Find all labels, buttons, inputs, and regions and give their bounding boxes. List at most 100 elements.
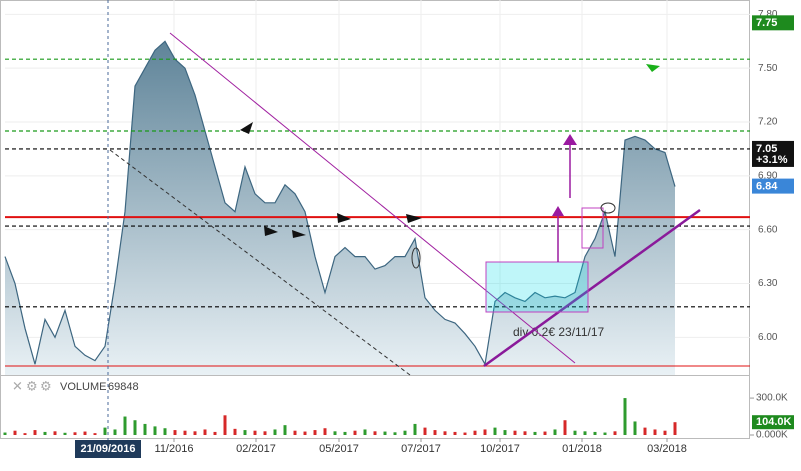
settings-icon[interactable]: ⚙ <box>26 378 38 393</box>
volume-bar <box>223 415 227 435</box>
marker-arrow <box>292 230 306 238</box>
price-marker-box <box>752 178 794 194</box>
volume-bar <box>83 431 87 435</box>
y-tick-label: 6.90 <box>758 170 778 181</box>
volume-bar <box>503 430 507 435</box>
y-tick-label: 7.80 <box>758 9 778 20</box>
volume-bar <box>253 430 257 435</box>
volume-bar <box>613 431 617 435</box>
x-tick-label: 11/2016 <box>155 443 194 455</box>
volume-title: VOLUME <box>60 381 106 393</box>
volume-bar <box>673 422 677 435</box>
y-tick-label: 6.30 <box>758 278 778 289</box>
frame <box>0 0 750 439</box>
volume-bar <box>623 398 627 435</box>
volume-bar <box>653 429 657 435</box>
price-area <box>5 41 675 376</box>
volume-bar <box>533 431 537 435</box>
volume-bar <box>433 430 437 435</box>
x-tick-label: 01/2018 <box>562 443 602 455</box>
volume-marker-label: 104.0K <box>756 416 792 428</box>
volume-bar <box>213 431 217 435</box>
marker-arrow <box>337 213 351 223</box>
volume-bar <box>563 420 567 435</box>
volume-bar <box>523 431 527 435</box>
volume-bar <box>573 430 577 435</box>
volume-bar <box>323 428 327 435</box>
volume-bar <box>543 431 547 435</box>
y-tick-label: 6.00 <box>758 332 778 343</box>
x-tick-label: 07/2017 <box>401 443 441 455</box>
y-tick-label: 300.0K <box>756 393 788 404</box>
trend-line <box>483 208 701 368</box>
volume-bar <box>163 428 167 435</box>
volume-bar <box>93 433 97 435</box>
marker-arrow <box>240 122 253 134</box>
volume-bar <box>293 430 297 435</box>
volume-bar <box>383 431 387 435</box>
y-tick-label: 0.000K <box>756 430 788 441</box>
ellipse <box>600 202 616 214</box>
volume-bar <box>143 423 147 435</box>
marker-arrow <box>646 64 660 72</box>
price-change-label: +3.1% <box>756 154 788 166</box>
volume-bar <box>363 429 367 435</box>
volume-bar <box>463 432 467 435</box>
volume-bar <box>183 430 187 435</box>
volume-bar <box>283 425 287 435</box>
volume-last: 69848 <box>108 381 139 393</box>
y-tick-label: 6.60 <box>758 224 778 235</box>
volume-bar <box>393 432 397 435</box>
volume-bar <box>73 432 77 435</box>
volume-bar <box>583 431 587 435</box>
volume-bar <box>483 429 487 435</box>
volume-bar <box>643 427 647 435</box>
close-icon[interactable]: ✕ <box>12 378 23 393</box>
crosshair-label: 21/09/2016 <box>80 443 135 455</box>
volume-bar <box>303 431 307 435</box>
x-tick-label: 02/2017 <box>236 443 276 455</box>
price-marker-label: 7.75 <box>756 17 777 29</box>
range-box <box>581 207 604 249</box>
volume-bar <box>133 420 137 435</box>
volume-bar <box>43 431 47 435</box>
volume-bar <box>633 421 637 435</box>
volume-bar <box>233 428 237 435</box>
volume-bar <box>103 427 107 435</box>
volume-bar <box>263 431 267 435</box>
volume-bar <box>443 431 447 435</box>
volume-bar <box>403 430 407 435</box>
volume-bar <box>153 426 157 435</box>
volume-bar <box>313 430 317 435</box>
volume-bar <box>3 432 7 435</box>
volume-bar <box>173 430 177 435</box>
trend-line <box>169 32 576 364</box>
drawings <box>109 32 701 376</box>
arrow-head <box>552 206 564 216</box>
volume-bar <box>343 431 347 435</box>
range-box <box>485 261 589 313</box>
price-line <box>4 40 676 367</box>
settings-icon[interactable]: ⚙ <box>40 378 52 393</box>
volume-bar <box>243 430 247 435</box>
volume-bar <box>593 431 597 435</box>
volume-bar <box>493 427 497 435</box>
price-marker-box <box>752 140 794 167</box>
ellipse <box>411 247 421 269</box>
x-tick-label: 10/2017 <box>480 443 520 455</box>
price-marker-label: 7.05 <box>756 143 777 155</box>
volume-bar <box>33 430 37 435</box>
price-marker-label: 6.84 <box>756 181 778 193</box>
volume-bar <box>373 431 377 435</box>
price-marker-box <box>752 15 794 31</box>
crosshair-box <box>75 440 141 458</box>
volume-bar <box>553 429 557 435</box>
x-tick-label: 03/2018 <box>647 443 687 455</box>
x-tick-label: 05/2017 <box>319 443 359 455</box>
volume-bar <box>13 430 17 435</box>
volume-bar <box>273 429 277 435</box>
volume-bar <box>473 430 477 435</box>
volume-bar <box>53 431 57 435</box>
volume-bar <box>123 416 127 435</box>
volume-bar <box>413 423 417 435</box>
